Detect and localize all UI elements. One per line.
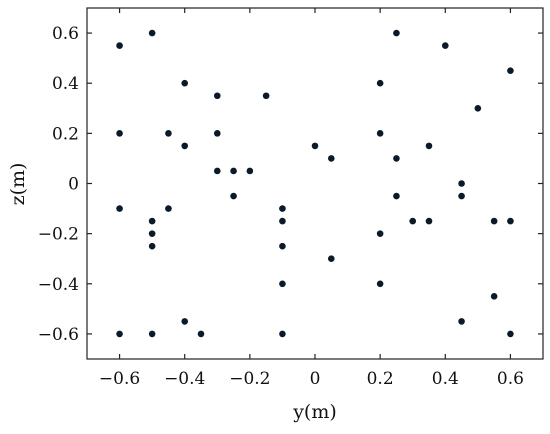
data-point-44: [490, 217, 498, 225]
data-point-2: [181, 79, 189, 87]
data-point-8: [181, 142, 189, 150]
data-point-1: [148, 29, 156, 37]
data-point-23: [116, 330, 123, 338]
data-point-35: [376, 130, 384, 137]
data-point-47: [490, 293, 498, 300]
data-point-12: [230, 192, 237, 200]
y-tick-label: 0.2: [52, 124, 79, 144]
y-tick-label: 0.4: [52, 74, 79, 94]
x-tick-label: 0.6: [497, 369, 524, 389]
data-point-3: [213, 92, 221, 100]
data-point-27: [311, 142, 319, 150]
data-point-19: [279, 217, 286, 225]
data-point-45: [507, 217, 514, 225]
x-tick-labels: −0.6 −0.4 −0.2 0 0.2 0.4 0.6: [99, 369, 524, 389]
data-point-14: [165, 205, 172, 212]
data-point-28: [327, 155, 335, 162]
y-axis-label: z(m): [7, 163, 29, 206]
x-tick-label: 0: [310, 369, 321, 389]
data-point-34: [474, 104, 482, 112]
data-point-10: [230, 167, 237, 175]
data-point-36: [393, 155, 400, 162]
data-point-32: [507, 67, 514, 74]
data-point-0: [116, 42, 123, 49]
data-point-21: [279, 280, 286, 288]
x-tick-label: 0.4: [432, 369, 459, 389]
data-point-15: [148, 217, 156, 225]
data-point-20: [279, 242, 286, 250]
data-point-22: [181, 318, 189, 325]
data-points: [116, 29, 514, 338]
data-point-46: [376, 280, 384, 288]
data-point-5: [116, 130, 123, 137]
data-point-7: [213, 130, 221, 137]
x-tick-label: −0.4: [164, 369, 205, 389]
x-tick-label: −0.6: [99, 369, 140, 389]
x-axis-label: y(m): [292, 401, 337, 423]
data-point-41: [376, 230, 384, 237]
data-point-48: [458, 318, 465, 325]
data-point-42: [409, 217, 417, 225]
data-point-30: [393, 29, 400, 37]
data-point-31: [441, 42, 449, 49]
y-tick-label: 0.6: [52, 24, 79, 44]
data-point-49: [507, 330, 514, 338]
x-tick-label: 0.2: [367, 369, 394, 389]
data-point-43: [425, 217, 433, 225]
data-point-16: [148, 230, 156, 237]
data-point-9: [213, 167, 221, 175]
data-point-33: [376, 79, 384, 87]
y-tick-label: 0: [68, 175, 79, 195]
data-point-26: [279, 330, 286, 338]
data-point-11: [246, 167, 254, 175]
data-point-38: [458, 180, 465, 187]
data-point-24: [148, 330, 156, 338]
data-point-13: [116, 205, 123, 212]
y-tick-labels: −0.6 −0.4 −0.2 0 0.2 0.4 0.6: [38, 24, 79, 345]
data-point-25: [197, 330, 205, 338]
axis-ticks: [87, 8, 543, 359]
data-point-6: [165, 130, 172, 137]
plot-frame: [86, 7, 544, 360]
y-tick-label: −0.6: [38, 325, 79, 345]
data-point-17: [148, 242, 156, 250]
data-point-40: [393, 192, 400, 200]
y-tick-label: −0.4: [38, 275, 79, 295]
x-tick-label: −0.2: [229, 369, 270, 389]
y-tick-label: −0.2: [38, 225, 79, 245]
data-point-29: [327, 255, 335, 263]
data-point-37: [425, 142, 433, 150]
data-point-39: [458, 192, 465, 200]
data-point-4: [262, 92, 270, 100]
data-point-18: [279, 205, 286, 212]
